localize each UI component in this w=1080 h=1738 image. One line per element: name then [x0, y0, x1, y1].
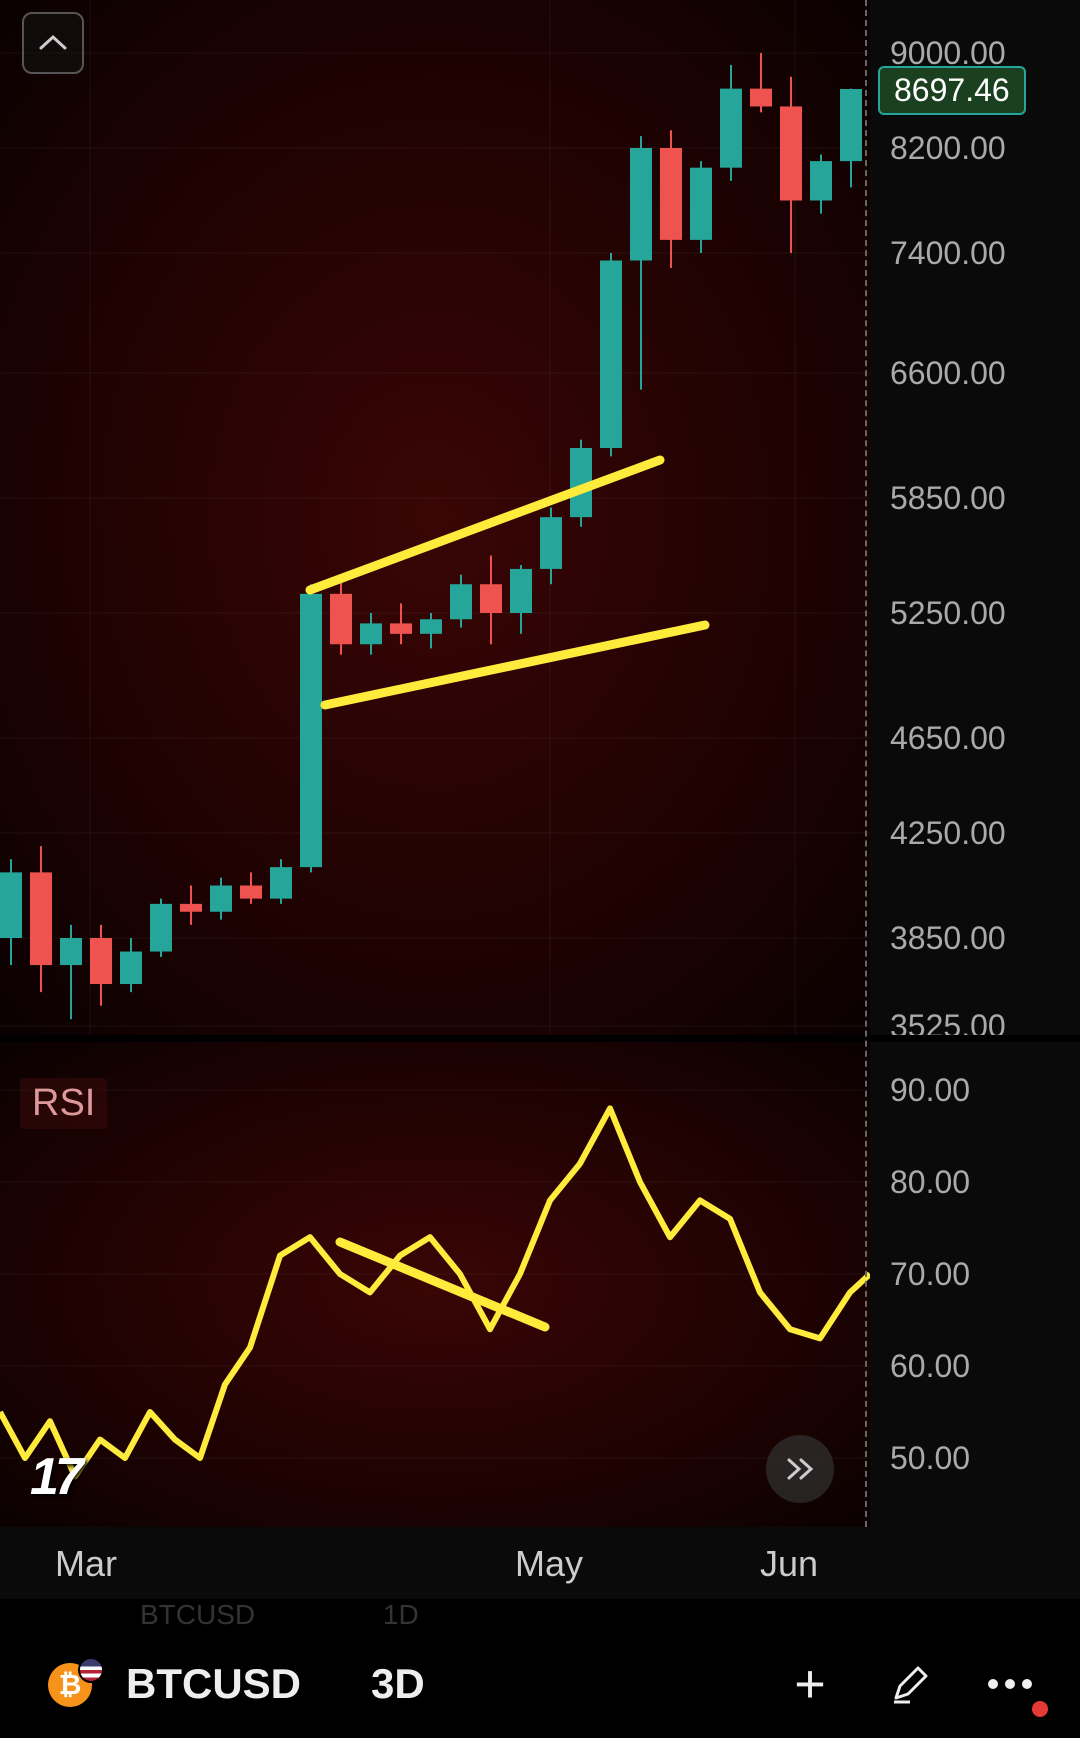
price-axis-label: 5850.00 [890, 480, 1006, 517]
tradingview-logo: 17 [30, 1447, 80, 1507]
price-axis-label: 3850.00 [890, 920, 1006, 957]
expand-button[interactable] [766, 1435, 834, 1503]
panel-divider[interactable] [0, 1035, 1080, 1042]
more-icon [985, 1677, 1035, 1691]
price-axis-label: 5250.00 [890, 595, 1006, 632]
timeframe-selector[interactable]: 3D [371, 1660, 425, 1708]
time-axis[interactable]: Mar May Jun [0, 1527, 870, 1599]
symbol-selector[interactable]: BTCUSD [126, 1660, 301, 1708]
rsi-axis-label: 90.00 [890, 1072, 970, 1109]
crosshair-vertical [865, 0, 867, 1527]
time-axis-label: May [515, 1543, 583, 1585]
symbol-icon[interactable]: ₿ [48, 1659, 98, 1709]
price-axis-label: 4250.00 [890, 815, 1006, 852]
rsi-axis-label: 70.00 [890, 1256, 970, 1293]
settings-button[interactable] [870, 1527, 1080, 1599]
plus-icon: + [794, 1653, 826, 1715]
add-button[interactable]: + [760, 1653, 860, 1715]
bottom-toolbar: ₿ BTCUSD 3D + [0, 1629, 1080, 1738]
time-axis-label: Mar [55, 1543, 117, 1585]
shadow-timeframe: 1D [383, 1599, 419, 1630]
rsi-axis-label: 60.00 [890, 1348, 970, 1385]
draw-button[interactable] [860, 1662, 960, 1706]
price-axis-label: 7400.00 [890, 235, 1006, 272]
gear-icon [953, 1541, 997, 1585]
rsi-axis[interactable]: 90.00 80.00 70.00 60.00 50.00 [870, 1042, 1080, 1527]
time-axis-label: Jun [760, 1543, 818, 1585]
pencil-icon [888, 1662, 932, 1706]
price-axis[interactable]: 9000.008200.007400.006600.005850.005250.… [870, 0, 1080, 1035]
current-price-badge: 8697.46 [878, 66, 1026, 115]
rsi-indicator-label[interactable]: RSI [20, 1078, 107, 1129]
collapse-button[interactable] [22, 12, 84, 74]
price-axis-label: 4650.00 [890, 720, 1006, 757]
rsi-axis-label: 50.00 [890, 1440, 970, 1477]
notification-dot [1032, 1701, 1048, 1717]
us-flag-icon [78, 1657, 104, 1683]
background-symbol-row: BTCUSD 1D [0, 1599, 1080, 1629]
shadow-symbol: BTCUSD [140, 1599, 255, 1630]
rsi-panel[interactable]: RSI 17 [0, 1042, 870, 1527]
price-chart-panel[interactable] [0, 0, 870, 1035]
rsi-axis-label: 80.00 [890, 1164, 970, 1201]
price-axis-label: 8200.00 [890, 130, 1006, 167]
more-button[interactable] [960, 1677, 1060, 1691]
price-axis-label: 6600.00 [890, 355, 1006, 392]
